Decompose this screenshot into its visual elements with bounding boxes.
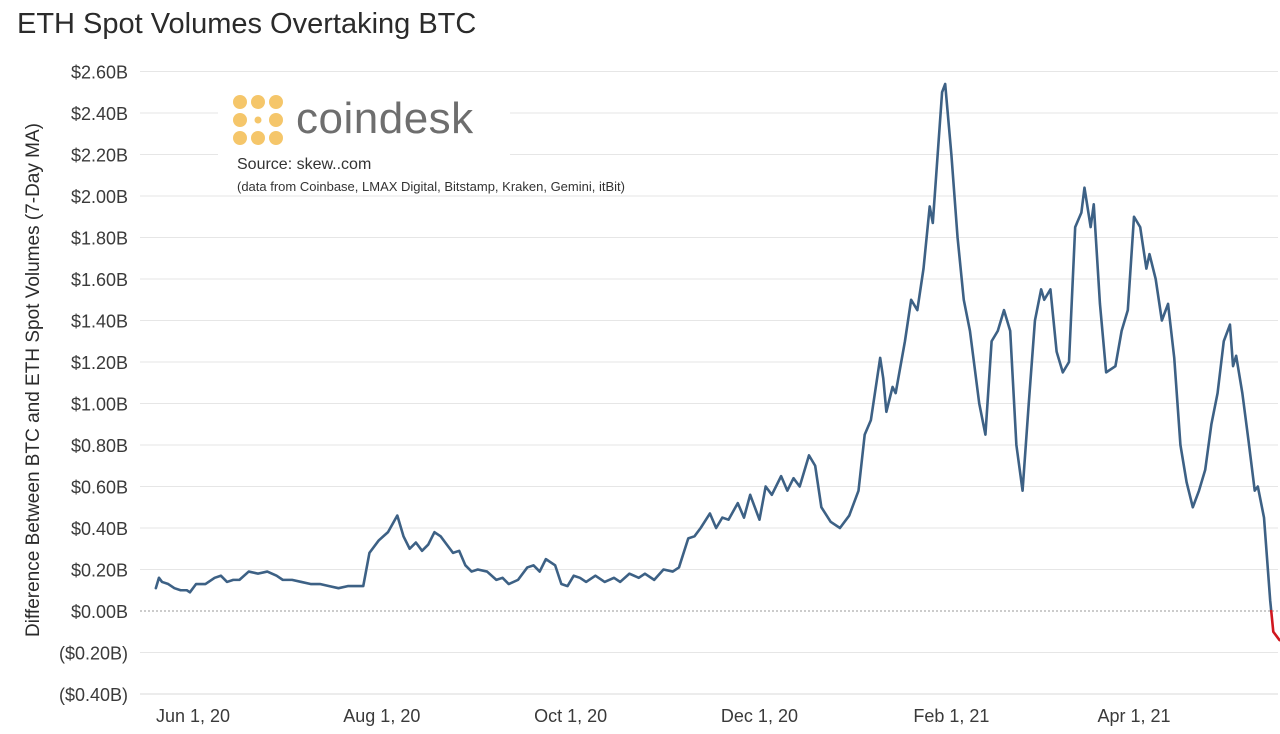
y-tick-label: $0.80B (71, 436, 128, 456)
y-tick-label: $1.80B (71, 229, 128, 249)
x-tick-labels: Jun 1, 20 Aug 1, 20 Oct 1, 20 Dec 1, 20 Feb … (156, 706, 1171, 726)
y-tick-label: $1.00B (71, 395, 128, 415)
x-tick-label: Jun 1, 20 (156, 706, 230, 726)
y-tick-label: $2.20B (71, 146, 128, 166)
source-watermark: coindesk Source: skew..com (data from Co… (218, 80, 625, 195)
x-tick-label: Aug 1, 20 (343, 706, 420, 726)
y-tick-label: $1.60B (71, 270, 128, 290)
y-tick-label: $1.20B (71, 353, 128, 373)
y-tick-label: $2.00B (71, 187, 128, 207)
y-tick-label: $0.00B (71, 602, 128, 622)
series-lines (154, 82, 1280, 642)
y-tick-label: $1.40B (71, 312, 128, 332)
source-note: (data from Coinbase, LMAX Digital, Bitst… (237, 179, 625, 194)
x-tick-label: Feb 1, 21 (913, 706, 989, 726)
y-tick-label: ($0.40B) (59, 685, 128, 705)
y-tick-label: $0.60B (71, 478, 128, 498)
y-tick-label: $2.40B (71, 104, 128, 124)
y-tick-labels: $2.60B $2.40B $2.20B $2.00B $1.80B $1.60B $1.4… (59, 63, 128, 706)
y-tick-label: $0.40B (71, 519, 128, 539)
series-line-positive (154, 82, 1273, 613)
x-tick-label: Apr 1, 21 (1097, 706, 1170, 726)
y-tick-label: $2.60B (71, 63, 128, 83)
series-line-negative (1269, 609, 1280, 642)
x-tick-label: Oct 1, 20 (534, 706, 607, 726)
source-text: Source: skew..com (237, 156, 372, 173)
brand-name: coindesk (296, 94, 474, 143)
y-tick-label: $0.20B (71, 561, 128, 581)
y-tick-label: ($0.20B) (59, 644, 128, 664)
x-tick-label: Dec 1, 20 (721, 706, 798, 726)
coindesk-logo-icon (233, 95, 283, 145)
chart-title: ETH Spot Volumes Overtaking BTC (17, 8, 477, 40)
